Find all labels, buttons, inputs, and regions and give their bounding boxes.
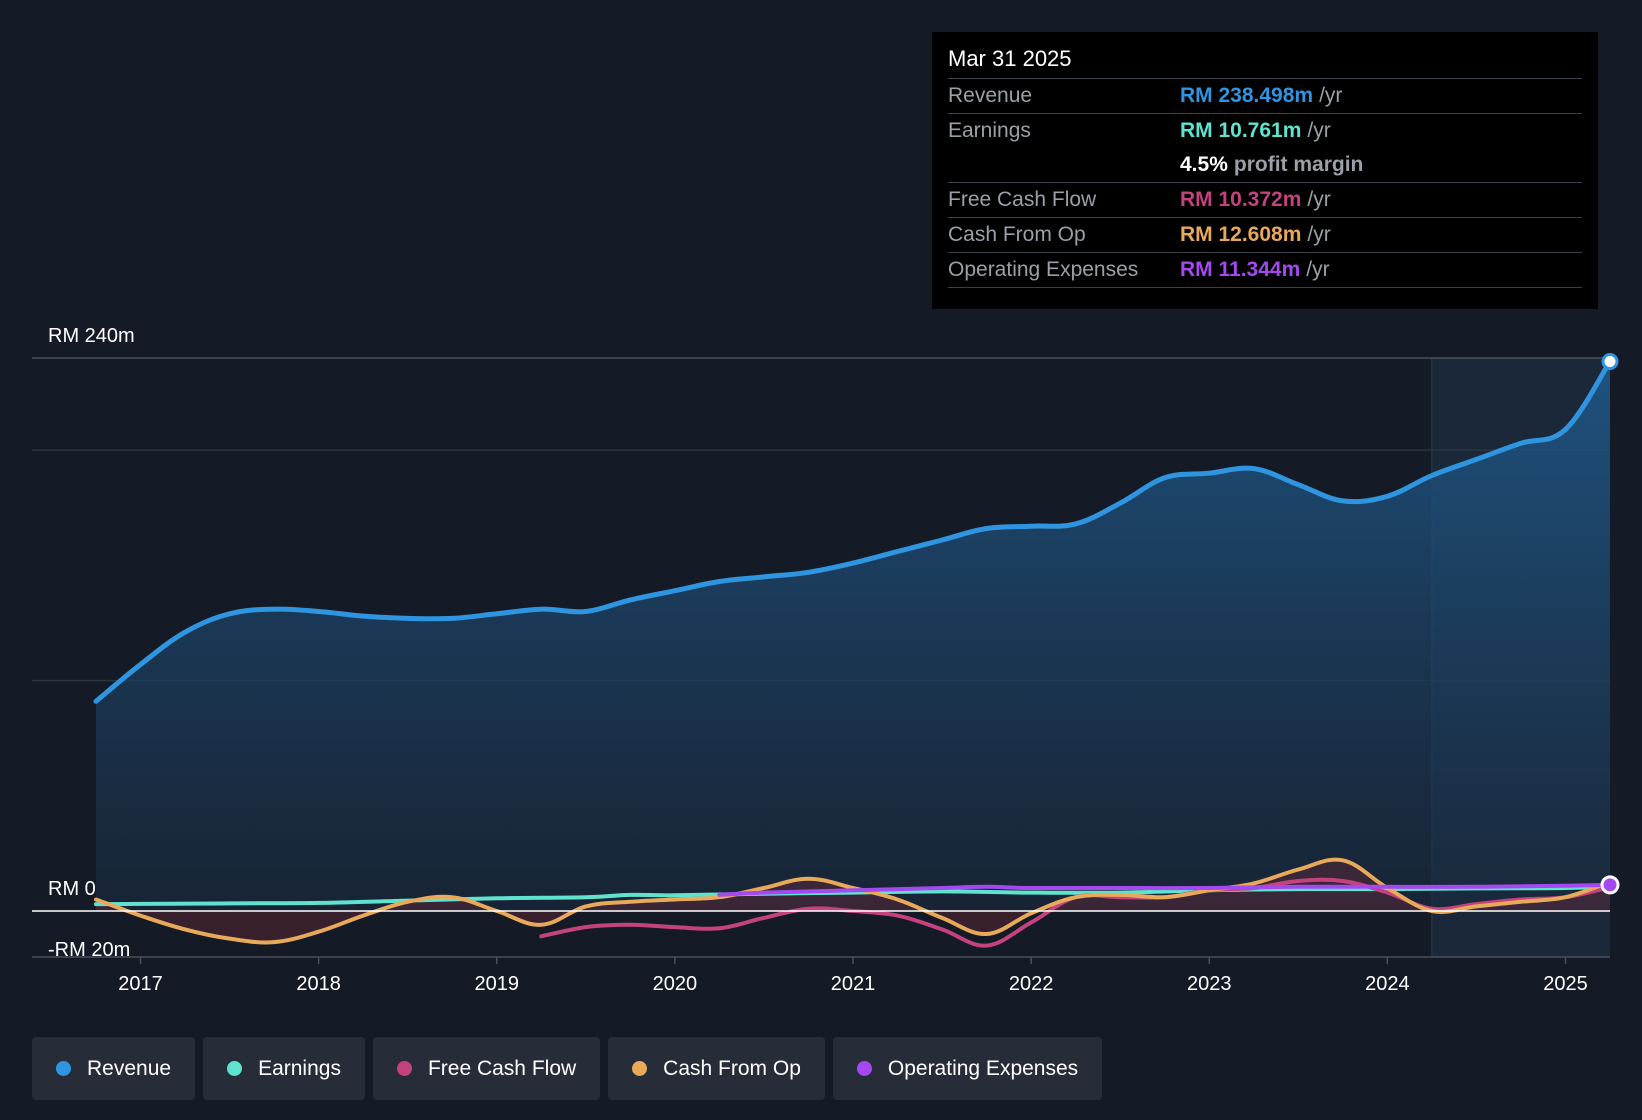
x-tick-label: 2023 (1187, 973, 1232, 995)
legend-dot-icon (856, 1061, 872, 1076)
x-tick-label: 2024 (1365, 973, 1410, 995)
cash-from-op-line (94, 857, 1612, 945)
tooltip-value: 4.5% (1180, 153, 1228, 176)
opex-end-marker (1600, 875, 1620, 895)
legend-label: Earnings (258, 1056, 341, 1080)
tooltip-unit: /yr (1307, 188, 1331, 211)
legend: Revenue Earnings Free Cash Flow Cash Fro… (32, 1037, 1103, 1100)
tooltip-row-earnings: Earnings RM 10.761m /yr (948, 113, 1582, 148)
y-tick-label: RM 0 (48, 878, 96, 900)
legend-item-free-cash-flow[interactable]: Free Cash Flow (372, 1037, 601, 1100)
tooltip-row-cash-from-op: Cash From Op RM 12.608m /yr (948, 217, 1582, 252)
legend-label: Cash From Op (663, 1056, 801, 1080)
legend-label: Revenue (87, 1056, 172, 1080)
tooltip: Mar 31 2025 Revenue RM 238.498m /yr Earn… (932, 32, 1598, 309)
tooltip-unit: /yr (1306, 258, 1330, 281)
legend-item-operating-expenses[interactable]: Operating Expenses (832, 1037, 1103, 1100)
tooltip-date: Mar 31 2025 (948, 46, 1072, 71)
tooltip-label: Free Cash Flow (948, 188, 1097, 211)
tooltip-row-revenue: Revenue RM 238.498m /yr (948, 78, 1582, 113)
tooltip-row-profit-margin: 4.5% profit margin (948, 148, 1582, 182)
x-tick-label: 2018 (296, 973, 341, 995)
tooltip-unit: profit margin (1233, 153, 1364, 176)
legend-dot-icon (632, 1061, 648, 1076)
x-tick-label: 2021 (831, 973, 876, 995)
legend-item-revenue[interactable]: Revenue (32, 1037, 196, 1100)
legend-label: Operating Expenses (887, 1056, 1079, 1080)
legend-dot-icon (56, 1061, 71, 1076)
tooltip-value: RM 10.372m (1180, 188, 1302, 211)
tooltip-unit: /yr (1307, 223, 1331, 246)
cash-from-op-area (96, 859, 1610, 943)
y-tick-label: -RM 20m (48, 939, 130, 961)
tooltip-unit: /yr (1319, 84, 1343, 107)
x-tick-label: 2020 (653, 973, 698, 995)
revenue-area (96, 361, 1610, 911)
legend-dot-icon (396, 1061, 412, 1076)
tooltip-label: Revenue (948, 84, 1033, 107)
tooltip-value: RM 12.608m (1180, 223, 1302, 246)
tooltip-row-operating-expenses: Operating Expenses RM 11.344m /yr (948, 252, 1582, 288)
legend-dot-icon (227, 1061, 243, 1076)
tooltip-value: RM 10.761m (1180, 119, 1302, 142)
tooltip-label: Cash From Op (948, 223, 1086, 246)
x-tick-label: 2017 (118, 973, 163, 995)
legend-item-earnings[interactable]: Earnings (203, 1037, 365, 1100)
tooltip-value: RM 238.498m (1180, 84, 1314, 107)
x-tick-label: 2019 (475, 973, 520, 995)
revenue-line (93, 359, 1613, 704)
tooltip-value: RM 11.344m (1180, 258, 1301, 281)
x-tick-label: 2022 (1009, 973, 1054, 995)
tooltip-unit: /yr (1307, 119, 1331, 142)
tooltip-label: Operating Expenses (948, 258, 1139, 281)
x-tick-label: 2025 (1543, 973, 1588, 995)
revenue-end-marker (1601, 352, 1619, 370)
legend-label: Free Cash Flow (427, 1056, 577, 1080)
legend-item-cash-from-op[interactable]: Cash From Op (608, 1037, 825, 1100)
tooltip-row-free-cash-flow: Free Cash Flow RM 10.372m /yr (948, 182, 1582, 217)
operating-expenses-line (717, 882, 1612, 897)
y-tick-label: RM 240m (48, 325, 135, 347)
tooltip-label: Earnings (948, 119, 1031, 142)
